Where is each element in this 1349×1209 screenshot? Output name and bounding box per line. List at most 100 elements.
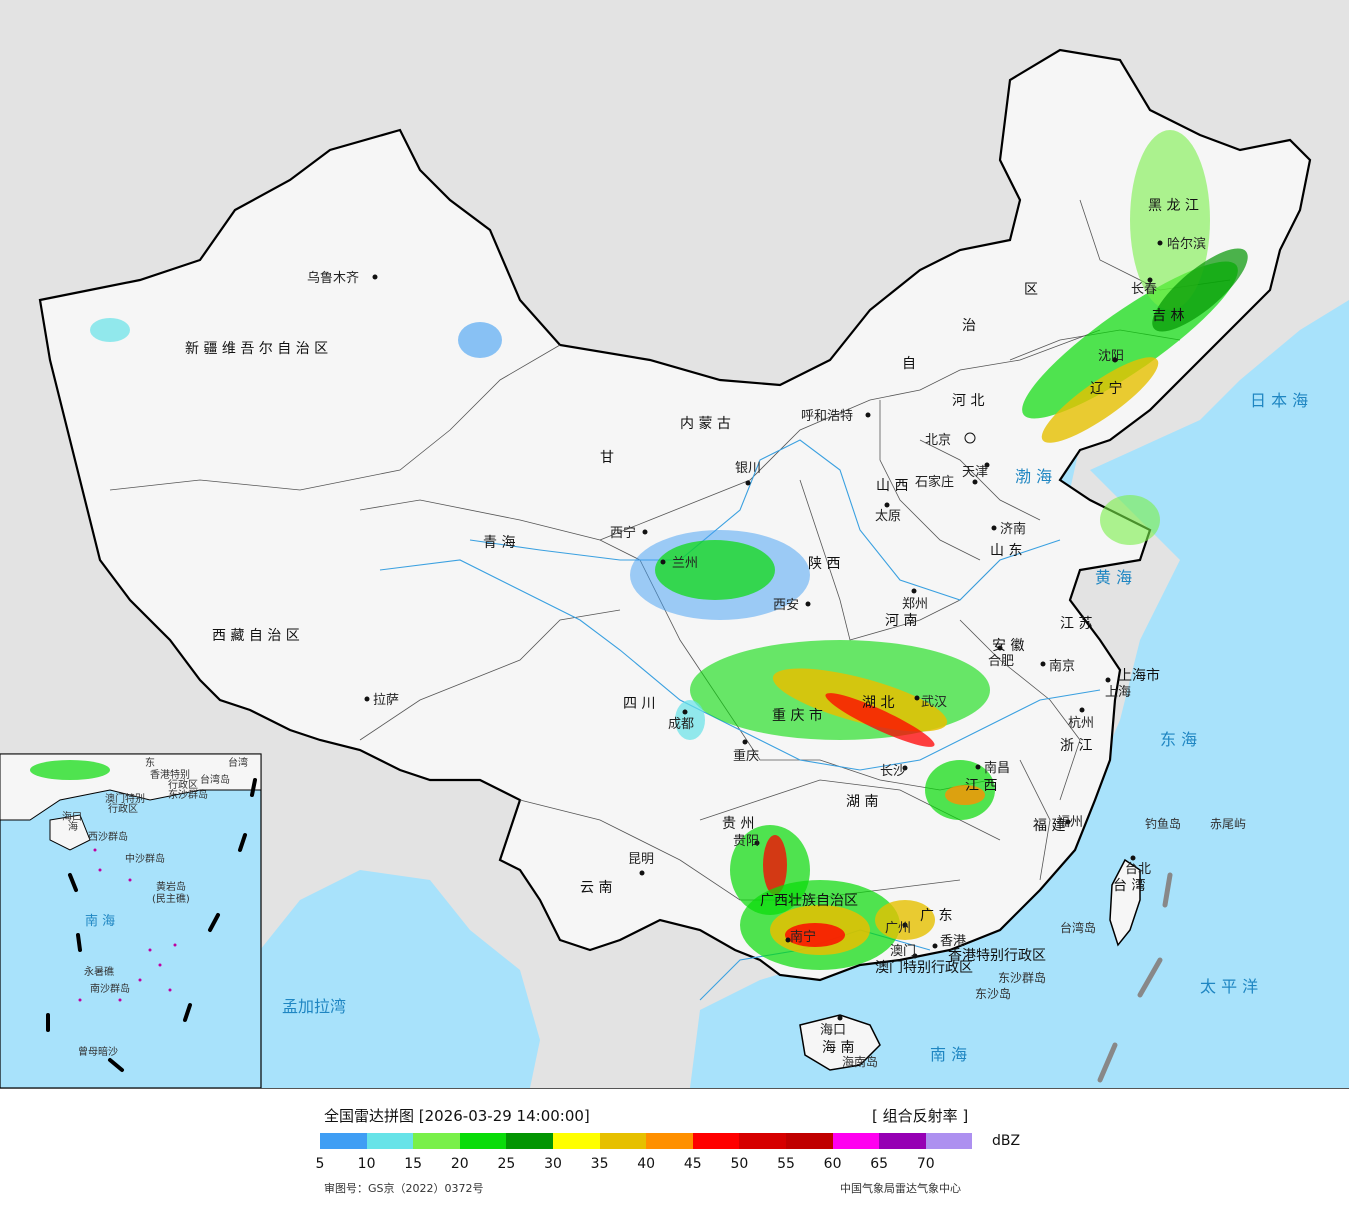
label-hubei: 湖 北 [862,695,894,711]
city-hefei: 合肥 [988,654,1014,669]
city-hongkong: 香港 [940,934,966,949]
scale-tick-label: 25 [497,1156,516,1172]
inset-xisha: 西沙群岛 [88,830,128,843]
sea-bohai: 渤 海 [1015,467,1052,486]
maritime-boundary-dashes [1097,872,1173,1083]
label-shanghai: 上海市 [1118,667,1160,684]
inset-zhongsha: 中沙群岛 [125,852,165,865]
scale-tick-label: 70 [916,1156,935,1172]
inset-aomen: 澳门特别 [105,792,145,805]
label-fujian: 福 建 [1033,818,1065,834]
sea-donghai: 东 海 [1160,730,1197,749]
label-heilongjiang: 黑 龙 江 [1148,198,1199,214]
label-neimenggu-2: 自 [902,356,916,372]
color-swatch [553,1133,600,1149]
scale-tick-label: 45 [683,1156,702,1172]
color-swatch [925,1133,973,1149]
city-lhasa: 拉萨 [373,693,399,708]
city-zhengzhou: 郑州 [902,597,928,612]
inset-dongsha: 东沙群岛 [168,788,208,801]
inset-xianggang: 香港特别 [150,769,190,781]
city-taipei: 台北 [1125,862,1151,877]
city-nanjing: 南京 [1049,658,1075,674]
color-swatch [459,1133,507,1149]
inset-hai: 海 [68,820,78,833]
label-shaanxi: 陕 西 [808,556,840,572]
source-credit: 中国气象局雷达气象中心 [840,1182,961,1195]
color-swatch [506,1133,553,1149]
label-liaoning: 辽 宁 [1090,380,1122,397]
label-gansu: 甘 [600,450,614,466]
label-hunan: 湖 南 [846,794,878,810]
label-shanxi: 山 西 [876,478,908,494]
inset-nansha: 南沙群岛 [90,982,130,995]
city-harbin: 哈尔滨 [1167,236,1206,252]
radar-echoes [90,130,1248,970]
city-shanghai: 上海 [1105,685,1131,700]
color-swatch [599,1133,647,1149]
scale-tick-label: 35 [590,1156,609,1172]
city-fuzhou: 福州 [1057,815,1083,830]
city-xian: 西安 [773,598,799,613]
legend-panel: 全国雷达拼图 [2026-03-29 14:00:00] [ 组合反射率 ] 5… [0,1088,1349,1209]
city-chongqing: 重庆 [733,748,759,764]
color-swatch [646,1133,693,1149]
scale-tick-label: 50 [730,1156,749,1172]
label-guangdong: 广 东 [920,908,952,924]
label-shandong: 山 东 [990,543,1022,559]
inset-nanhai: 南 海 [85,913,115,929]
city-labels: 乌鲁木齐 拉萨 西宁 兰州 银川 呼和浩特 北京 天津 石家庄 太原 济南 郑州… [307,236,1206,1038]
label-zhejiang: 浙 江 [1060,738,1092,754]
city-guiyang: 贵阳 [733,834,759,849]
city-wuhan: 武汉 [921,695,947,710]
city-hangzhou: 杭州 [1068,716,1094,731]
scale-tick-label: 55 [777,1156,795,1172]
scale-tick-label: 5 [315,1156,325,1172]
city-changchun: 长春 [1131,282,1157,297]
island-chiweiyu: 赤尾屿 [1210,817,1246,831]
inset-zengmu: 曾母暗沙 [78,1045,118,1058]
city-tianjin: 天津 [962,465,988,480]
city-beijing: 北京 [925,433,951,448]
color-swatch [320,1133,367,1149]
label-chongqing: 重 庆 市 [772,707,823,724]
scale-tick-label: 20 [450,1156,469,1172]
china-mainland [38,48,1312,982]
city-changsha: 长沙 [880,764,906,779]
sea-nanhai: 南 海 [930,1045,967,1064]
inset-yongshu: 永暑礁 [84,965,114,978]
city-yinchuan: 银川 [735,461,761,476]
sea-labels: 渤 海 黄 海 东 海 南 海 太 平 洋 日 本 海 孟加拉湾 [282,391,1308,1064]
radar-map: 新 疆 维 吾 尔 自 治 区 西 藏 自 治 区 青 海 甘 内 蒙 古 自 … [0,0,1349,1088]
island-diaoyudao: 钓鱼岛 [1145,816,1181,831]
sea-area [690,300,1349,1088]
color-swatch [879,1133,926,1149]
label-tibet: 西 藏 自 治 区 [212,628,300,644]
label-xinjiang: 新 疆 维 吾 尔 自 治 区 [185,341,328,357]
scale-tick-label: 10 [357,1156,376,1172]
city-lanzhou: 兰州 [672,556,698,571]
inset-minzhujiao: (民主礁) [152,892,190,905]
label-jiangsu: 江 苏 [1060,616,1092,632]
inset-taiwan: 台湾 [228,756,248,769]
legend-title: 全国雷达拼图 [2026-03-29 14:00:00] [324,1107,590,1125]
label-jilin: 吉 林 [1152,308,1184,324]
scale-tick-label: 15 [404,1156,423,1172]
color-swatch [413,1133,460,1149]
inset-xingzhengqu-2: 行政区 [168,778,198,791]
scale-tick-label: 65 [870,1156,889,1172]
color-swatch [739,1133,786,1149]
color-swatch [692,1133,740,1149]
island-labels: 钓鱼岛 赤尾屿 台湾岛 东沙群岛 东沙岛 海南岛 [842,816,1246,1069]
color-swatch [366,1133,414,1149]
inset-huangyan: 黄岩岛 [156,880,186,893]
city-xining: 西宁 [610,525,636,541]
city-taiyuan: 太原 [875,509,901,524]
label-henan: 河 南 [885,613,917,629]
label-hongkong: 香港特别行政区 [948,948,1046,964]
city-jinan: 济南 [1000,521,1026,537]
label-guizhou: 贵 州 [722,816,754,832]
city-shijiazhuang: 石家庄 [915,474,954,490]
scale-tick-label: 60 [823,1156,842,1172]
label-neimenggu-4: 区 [1024,282,1038,298]
